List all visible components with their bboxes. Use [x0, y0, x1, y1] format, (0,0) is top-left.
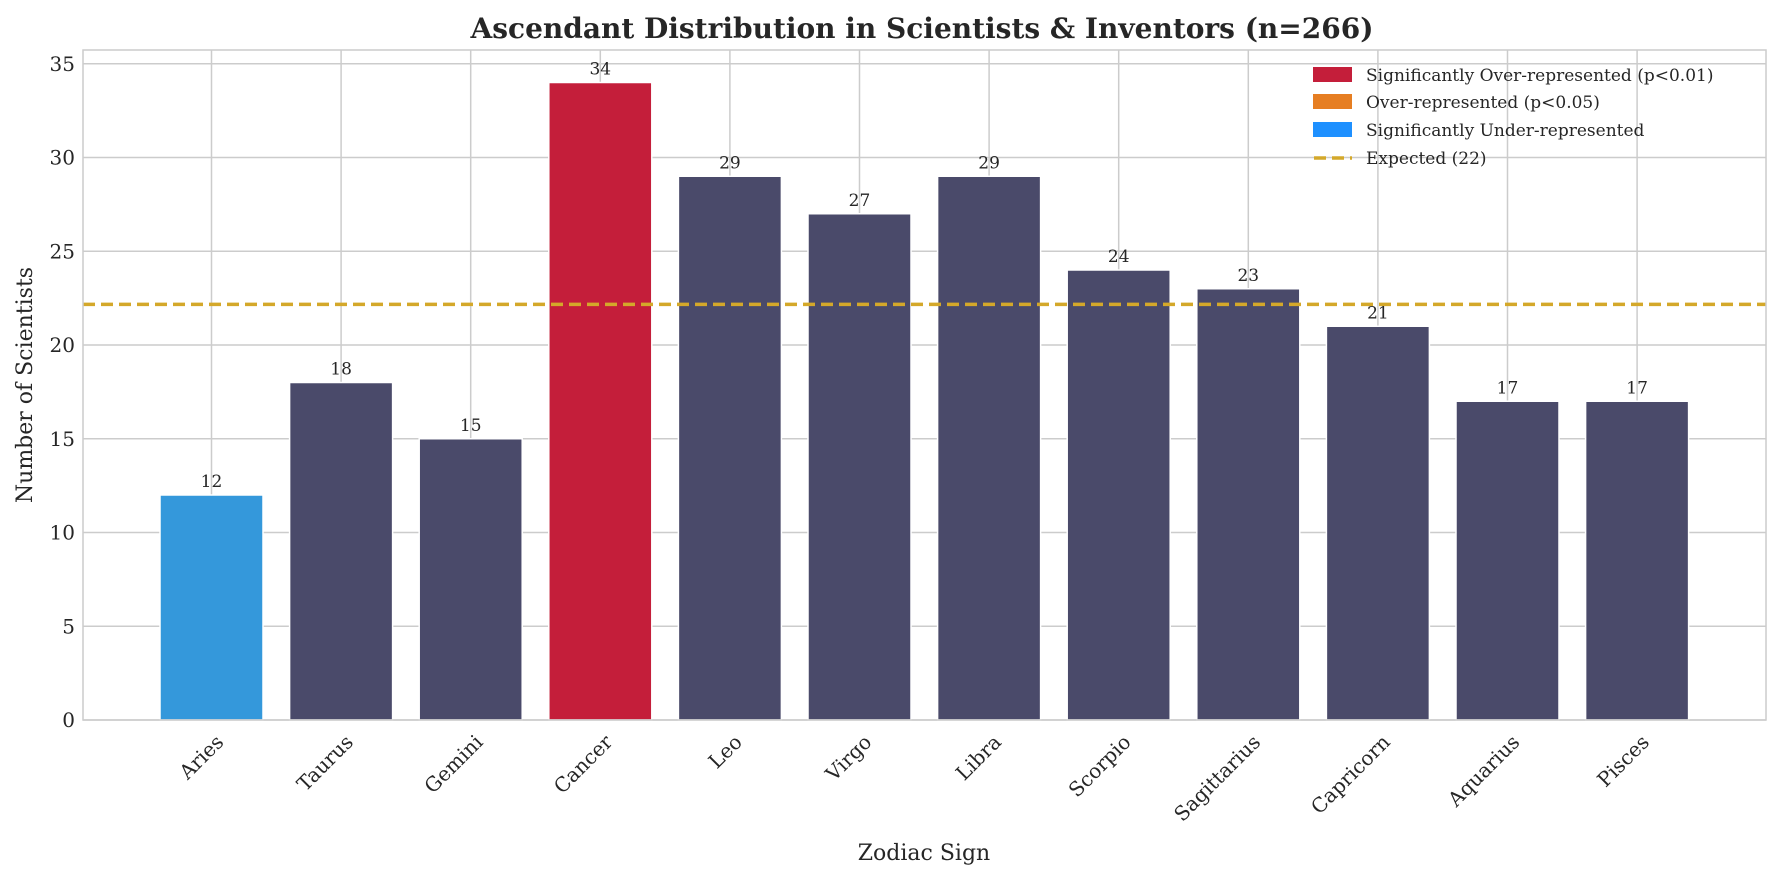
- legend-label: Over-represented (p<0.05): [1366, 93, 1600, 113]
- bar-pisces: [1584, 400, 1690, 721]
- bar-value-label: 34: [589, 60, 611, 80]
- y-tick-label: 0: [62, 708, 75, 732]
- x-tick-label: Pisces: [1592, 730, 1654, 792]
- x-tick-label: Aries: [174, 730, 229, 785]
- bar-virgo: [807, 213, 912, 721]
- x-tick-label: Sagittarius: [1169, 730, 1265, 826]
- bar-value-label: 21: [1367, 303, 1389, 323]
- bars: [159, 81, 1690, 721]
- bar-value-label: 29: [719, 153, 741, 173]
- y-tick-label: 5: [62, 614, 75, 638]
- y-ticks: 0 5 10 15 20 25 30 35: [50, 52, 75, 732]
- legend-label: Significantly Under-represented: [1366, 121, 1645, 141]
- x-tick-label: Virgo: [820, 730, 877, 787]
- x-ticks: Aries Taurus Gemini Cancer Leo Virgo Libra Scor…: [174, 730, 1654, 826]
- bar-aquarius: [1455, 400, 1560, 721]
- bar-value-label: 15: [460, 416, 482, 436]
- bar-aries: [159, 494, 264, 721]
- x-axis-label: Zodiac Sign: [858, 841, 990, 866]
- chart-title: Ascendant Distribution in Scientists & I…: [470, 12, 1374, 45]
- x-tick-label: Taurus: [292, 730, 358, 796]
- y-tick-label: 30: [50, 146, 75, 170]
- legend-swatch: [1313, 67, 1352, 82]
- legend-label: Expected (22): [1366, 149, 1487, 169]
- bar-sagittarius: [1196, 288, 1301, 721]
- legend-swatch: [1313, 94, 1352, 109]
- bar-value-label: 12: [201, 472, 223, 492]
- x-tick-label: Capricorn: [1306, 730, 1395, 819]
- bar-capricorn: [1325, 325, 1431, 721]
- plot-frame: [82, 49, 1767, 721]
- legend: Significantly Over-represented (p<0.01) O…: [1313, 66, 1713, 169]
- bar-libra: [936, 175, 1042, 721]
- y-tick-label: 15: [50, 427, 75, 451]
- bar-taurus: [288, 381, 394, 721]
- bar-value-labels: 12 18 15 34 29 27 29 24 23 21 17 17: [201, 60, 1648, 493]
- x-tick-label: Gemini: [419, 730, 487, 798]
- bar-scorpio: [1066, 269, 1171, 721]
- bar-value-label: 18: [330, 360, 352, 380]
- y-tick-label: 25: [50, 239, 75, 263]
- bar-value-label: 27: [849, 191, 871, 211]
- y-tick-label: 20: [50, 333, 75, 357]
- y-axis-label: Number of Scientists: [13, 267, 38, 503]
- bar-value-label: 17: [1497, 378, 1519, 398]
- bar-value-label: 17: [1626, 378, 1648, 398]
- x-tick-label: Leo: [703, 730, 746, 773]
- bar-cancer: [548, 81, 653, 721]
- x-tick-label: Libra: [951, 730, 1006, 785]
- y-tick-label: 35: [50, 52, 75, 76]
- x-tick-label: Scorpio: [1064, 730, 1136, 802]
- legend-swatch: [1313, 122, 1352, 137]
- bar-value-label: 29: [978, 153, 1000, 173]
- bar-leo: [677, 175, 783, 721]
- x-tick-label: Cancer: [549, 730, 618, 799]
- bar-gemini: [418, 438, 523, 721]
- y-tick-label: 10: [50, 521, 75, 545]
- bar-value-label: 24: [1108, 247, 1130, 267]
- legend-label: Significantly Over-represented (p<0.01): [1366, 66, 1713, 86]
- x-tick-label: Aquarius: [1442, 730, 1524, 812]
- bar-value-label: 23: [1237, 266, 1259, 286]
